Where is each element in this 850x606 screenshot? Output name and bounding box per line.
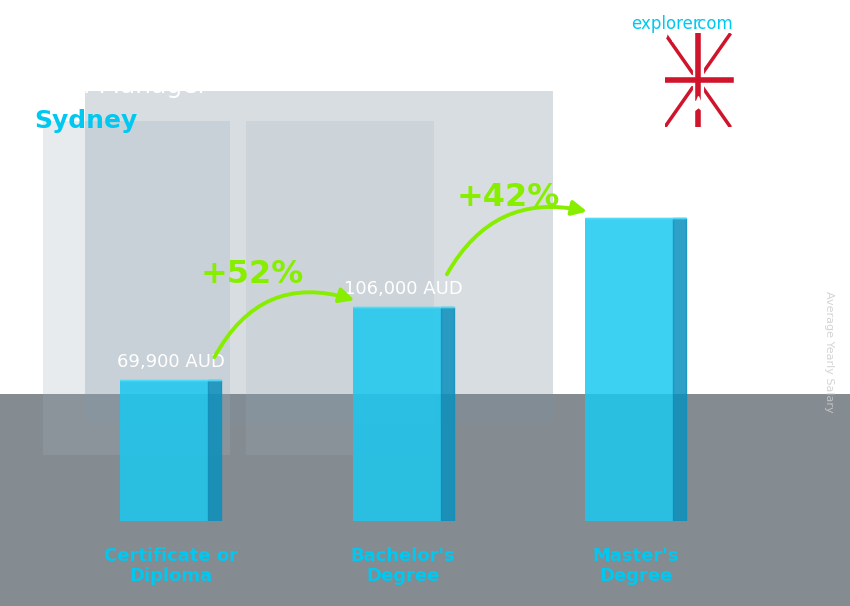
Polygon shape — [208, 380, 221, 521]
Text: salary: salary — [582, 15, 632, 33]
Polygon shape — [673, 218, 686, 521]
Text: Master's
Degree: Master's Degree — [592, 547, 679, 585]
Bar — [585, 218, 673, 521]
Text: +52%: +52% — [201, 259, 304, 290]
Text: 69,900 AUD: 69,900 AUD — [116, 353, 224, 371]
Bar — [0, 394, 850, 606]
Text: 106,000 AUD: 106,000 AUD — [343, 280, 462, 298]
Text: +42%: +42% — [456, 182, 560, 213]
Text: CRM Manager: CRM Manager — [34, 74, 208, 98]
Bar — [246, 121, 434, 454]
Text: Salary Comparison By Education: Salary Comparison By Education — [34, 15, 695, 48]
Text: explorer: explorer — [632, 15, 700, 33]
Bar — [85, 91, 552, 424]
Text: Sydney: Sydney — [34, 109, 137, 133]
Bar — [353, 307, 441, 521]
Bar — [42, 121, 230, 454]
Text: .com: .com — [693, 15, 734, 33]
Polygon shape — [441, 307, 454, 521]
Text: Certificate or
Diploma: Certificate or Diploma — [104, 547, 237, 585]
Bar — [120, 380, 208, 521]
Text: Average Yearly Salary: Average Yearly Salary — [824, 291, 834, 412]
Text: 150,000 AUD: 150,000 AUD — [576, 191, 695, 209]
Text: Bachelor's
Degree: Bachelor's Degree — [351, 547, 456, 585]
